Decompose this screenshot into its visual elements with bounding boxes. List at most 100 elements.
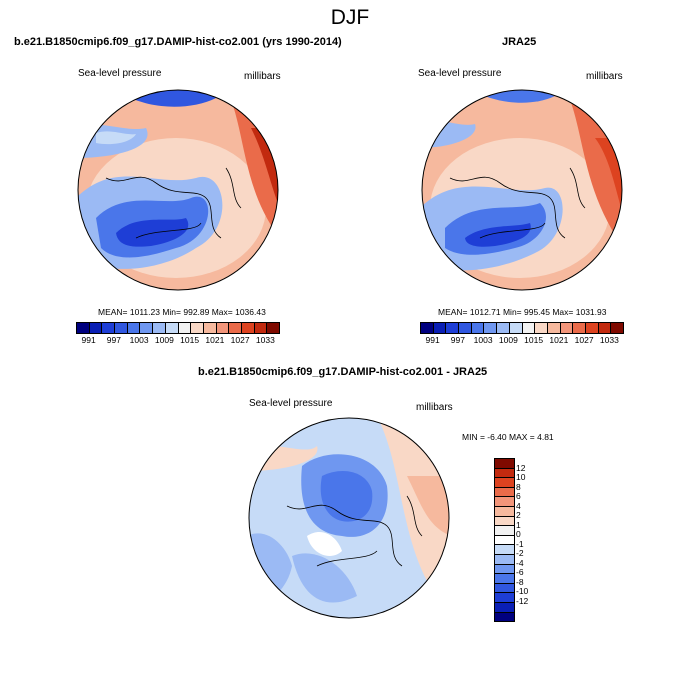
colorbar-swatch xyxy=(433,323,447,333)
colorbar-swatch xyxy=(495,583,514,594)
right-units-label: millibars xyxy=(586,71,623,82)
colorbar-swatch xyxy=(547,323,561,333)
colorbar-swatch xyxy=(203,323,217,333)
colorbar-swatch xyxy=(153,323,166,333)
colorbar-swatch xyxy=(178,323,192,333)
colorbar-swatch xyxy=(573,323,586,333)
colorbar-swatch xyxy=(495,526,514,536)
left-colorbar xyxy=(76,322,280,334)
diff-variable-label: Sea-level pressure xyxy=(249,398,333,409)
colorbar-tick-label: 0 xyxy=(516,529,521,540)
diff-colorbar xyxy=(494,458,515,622)
colorbar-swatch xyxy=(140,323,154,333)
colorbar-swatch xyxy=(585,323,599,333)
left-stats: MEAN= 1011.23 Min= 992.89 Max= 1036.43 xyxy=(98,307,266,317)
colorbar-tick-label: 1015 xyxy=(180,335,200,345)
colorbar-tick-label: 1021 xyxy=(549,335,569,345)
colorbar-tick-label: 12 xyxy=(516,462,526,473)
left-colorbar-ticks: 991 997 1003 1009 1015 1021 1027 1033 xyxy=(76,335,278,347)
left-variable-label: Sea-level pressure xyxy=(78,68,162,79)
colorbar-tick-label: 4 xyxy=(516,500,521,511)
colorbar-swatch xyxy=(495,506,514,517)
colorbar-swatch xyxy=(77,323,90,333)
colorbar-swatch xyxy=(495,497,514,507)
diff-polar-map xyxy=(248,417,450,619)
colorbar-swatch xyxy=(495,535,514,546)
colorbar-swatch xyxy=(497,323,510,333)
colorbar-swatch xyxy=(522,323,536,333)
colorbar-swatch xyxy=(598,323,612,333)
colorbar-tick-label: -8 xyxy=(516,576,524,587)
colorbar-swatch xyxy=(495,602,514,613)
colorbar-tick-label: -1 xyxy=(516,538,524,549)
right-polar-map xyxy=(421,89,623,291)
colorbar-swatch xyxy=(165,323,179,333)
colorbar-swatch xyxy=(267,323,279,333)
right-stats: MEAN= 1012.71 Min= 995.45 Max= 1031.93 xyxy=(438,307,607,317)
colorbar-swatch xyxy=(229,323,242,333)
colorbar-swatch xyxy=(459,323,472,333)
figure-title: DJF xyxy=(330,6,370,29)
colorbar-swatch xyxy=(509,323,523,333)
colorbar-swatch xyxy=(115,323,128,333)
colorbar-tick-label: 1033 xyxy=(599,335,619,345)
colorbar-tick-label: 8 xyxy=(516,481,521,492)
colorbar-tick-label: 10 xyxy=(516,472,526,483)
left-units-label: millibars xyxy=(244,71,281,82)
right-colorbar xyxy=(420,322,624,334)
colorbar-tick-label: 1003 xyxy=(129,335,149,345)
colorbar-tick-label: -6 xyxy=(516,567,524,578)
colorbar-swatch xyxy=(421,323,434,333)
diff-panel-title: b.e21.B1850cmip6.f09_g17.DAMIP-hist-co2.… xyxy=(198,366,488,378)
colorbar-swatch xyxy=(611,323,623,333)
colorbar-tick-label: 1027 xyxy=(574,335,594,345)
diff-colorbar-ticks: 12 10 8 6 4 2 1 0 -1 -2 -4 -6 -8 -10 -12 xyxy=(516,458,546,620)
colorbar-swatch xyxy=(495,468,514,479)
colorbar-swatch xyxy=(495,574,514,584)
right-variable-label: Sea-level pressure xyxy=(418,68,502,79)
colorbar-tick-label: 1 xyxy=(516,519,521,530)
colorbar-tick-label: 1003 xyxy=(473,335,493,345)
colorbar-tick-label: 1033 xyxy=(255,335,275,345)
diff-stats: MIN = -6.40 MAX = 4.81 xyxy=(462,432,554,442)
colorbar-tick-label: 991 xyxy=(81,335,96,345)
colorbar-tick-label: 1009 xyxy=(498,335,518,345)
colorbar-swatch xyxy=(495,593,514,603)
colorbar-tick-label: 1015 xyxy=(524,335,544,345)
colorbar-tick-label: -2 xyxy=(516,548,524,559)
colorbar-tick-label: 997 xyxy=(106,335,121,345)
right-colorbar-ticks: 991 997 1003 1009 1015 1021 1027 1033 xyxy=(420,335,622,347)
colorbar-tick-label: 1021 xyxy=(205,335,225,345)
colorbar-swatch xyxy=(216,323,230,333)
colorbar-swatch xyxy=(254,323,268,333)
colorbar-swatch xyxy=(495,545,514,555)
colorbar-swatch xyxy=(535,323,548,333)
right-panel-title: JRA25 xyxy=(502,36,537,48)
colorbar-tick-label: 1009 xyxy=(154,335,174,345)
colorbar-tick-label: 997 xyxy=(450,335,465,345)
colorbar-swatch xyxy=(446,323,460,333)
left-panel-title: b.e21.B1850cmip6.f09_g17.DAMIP-hist-co2.… xyxy=(14,36,342,48)
colorbar-tick-label: 1027 xyxy=(230,335,250,345)
colorbar-tick-label: 2 xyxy=(516,510,521,521)
diff-units-label: millibars xyxy=(416,402,453,413)
colorbar-swatch xyxy=(191,323,204,333)
colorbar-swatch xyxy=(495,612,514,622)
colorbar-tick-label: 991 xyxy=(425,335,440,345)
colorbar-tick-label: -12 xyxy=(516,595,529,606)
colorbar-swatch xyxy=(471,323,485,333)
colorbar-swatch xyxy=(89,323,103,333)
colorbar-swatch xyxy=(495,564,514,575)
colorbar-tick-label: 6 xyxy=(516,491,521,502)
colorbar-swatch xyxy=(495,478,514,488)
colorbar-swatch xyxy=(495,516,514,527)
colorbar-swatch xyxy=(484,323,498,333)
colorbar-swatch xyxy=(495,487,514,498)
colorbar-swatch xyxy=(495,459,514,469)
colorbar-swatch xyxy=(495,554,514,565)
colorbar-tick-label: -4 xyxy=(516,557,524,568)
colorbar-swatch xyxy=(560,323,574,333)
colorbar-tick-label: -10 xyxy=(516,586,529,597)
colorbar-swatch xyxy=(241,323,255,333)
colorbar-swatch xyxy=(102,323,116,333)
